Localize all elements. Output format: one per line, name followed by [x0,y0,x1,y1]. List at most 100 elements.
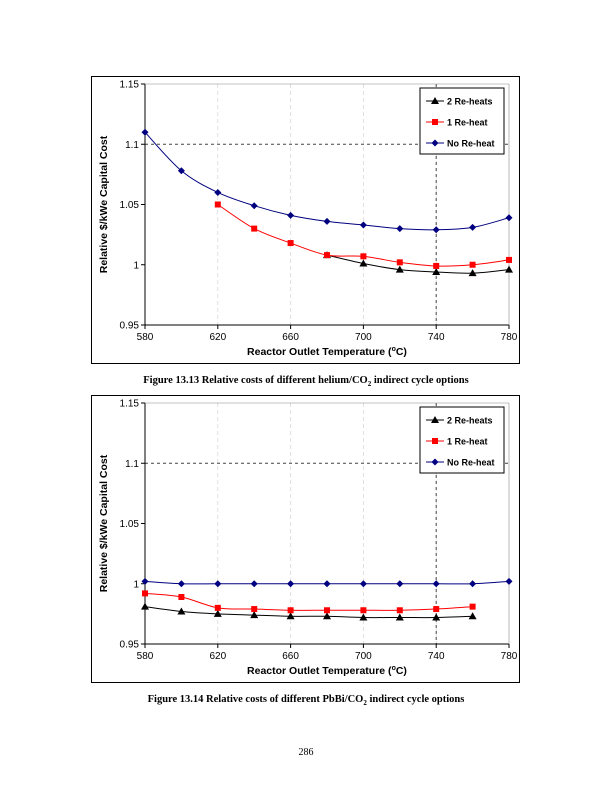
legend-marker [431,416,439,423]
x-axis-label-text: Reactor Outlet Temperature ( [247,665,392,677]
data-point [506,256,512,263]
data-point [359,580,367,588]
data-point [213,609,222,617]
legend-marker [431,458,439,466]
data-point [432,226,440,234]
x-tick-label: 580 [137,332,154,343]
x-tick-label: 620 [209,332,226,343]
data-point [177,580,185,588]
data-point [141,128,149,136]
legend-label: No Re-heat [447,139,495,149]
x-axis-label-superscript: o [392,665,396,672]
data-point [468,612,477,620]
x-tick-label: 740 [428,332,445,343]
data-point [251,606,258,613]
figure-13-14-caption: Figure 13.14 Relative costs of different… [0,694,612,707]
data-point [432,613,441,621]
x-tick-label: 660 [282,651,299,662]
data-point [324,607,330,614]
x-tick-label: 700 [355,332,372,343]
caption-subscript: 2 [363,699,367,708]
data-point [468,269,477,277]
series-line [144,606,473,619]
data-point [287,607,294,614]
figure-13-13-caption: Figure 13.13 Relative costs of different… [0,375,612,388]
caption-text-end: indirect cycle options [371,375,469,386]
data-point [395,265,404,273]
x-tick-label: 620 [209,651,226,662]
caption-text: Figure 13.13 Relative costs of different… [143,375,368,386]
data-point [469,223,477,231]
x-tick-label: 780 [501,332,518,343]
data-point [505,214,513,222]
caption-text: Figure 13.14 Relative costs of different… [147,694,364,705]
legend-marker [432,119,438,125]
data-point [469,580,477,588]
data-point [396,580,404,588]
data-point [177,167,185,175]
caption-text-end: indirect cycle options [366,694,465,705]
x-tick-label: 660 [282,332,299,343]
legend-label: 1 Re-heat [447,118,488,128]
y-axis-label: Relative $/kWe Capital Cost [98,135,110,273]
data-point [250,580,258,588]
x-tick-label: 740 [428,651,445,662]
data-point [505,577,513,585]
x-axis-label: Reactor Outlet Temperature (oC) [247,346,407,358]
data-point [250,202,258,210]
data-point [323,612,331,620]
y-tick-label: 1.05 [120,200,140,211]
legend-label: 2 Re-heats [447,416,493,426]
data-point [360,607,367,614]
data-point [360,253,367,260]
y-tick-label: 1.1 [125,459,139,470]
y-tick-label: 1.05 [120,519,140,530]
data-point [214,188,222,196]
legend-label: 2 Re-heats [447,97,493,107]
data-point [359,259,368,267]
data-point [469,603,476,610]
data-point [286,612,295,620]
chart-svg-1: 0.95 1 1.05 1.1 1.15 580 620 660 700 740 780 Reacto… [98,80,518,359]
data-point [359,613,368,621]
data-point [142,590,148,597]
data-point [396,607,403,614]
data-point [287,240,294,247]
x-axis-label-superscript: o [392,346,396,353]
data-point [323,217,331,225]
caption-subscript: 2 [367,380,372,389]
data-point [141,602,149,610]
x-axis-label-unit: C) [396,665,407,677]
y-tick-label: 0.95 [120,321,140,332]
x-axis-label: Reactor Outlet Temperature (oC) [247,665,407,677]
data-point [324,252,330,259]
y-tick-label: 1 [133,579,139,590]
data-point [250,611,259,619]
x-tick-label: 700 [355,651,372,662]
data-point [287,580,295,588]
data-point [432,580,440,588]
figure-13-14-chart: 0.95 1 1.05 1.1 1.15 580 620 660 700 740 780 Reacto… [91,395,520,683]
page-number: 286 [298,747,314,758]
x-tick-label: 780 [501,651,518,662]
y-tick-label: 1.15 [120,399,140,410]
x-axis-label-unit: C) [396,346,407,358]
data-point [505,265,513,273]
legend-label: No Re-heat [447,458,495,468]
legend-marker [431,139,439,147]
data-point [359,221,367,229]
data-point [323,580,331,588]
data-point [177,607,186,615]
y-tick-label: 0.95 [120,640,140,651]
legend-marker [432,438,438,444]
data-point [251,225,258,232]
data-point [214,201,221,208]
data-point [395,613,404,621]
legend-marker [431,97,439,104]
x-axis-label-text: Reactor Outlet Temperature ( [247,346,392,358]
data-point [433,606,440,613]
data-point [141,577,149,585]
data-point [469,261,476,268]
x-tick-label: 580 [137,651,154,662]
y-axis-label: Relative $/kWe Capital Cost [98,454,110,592]
